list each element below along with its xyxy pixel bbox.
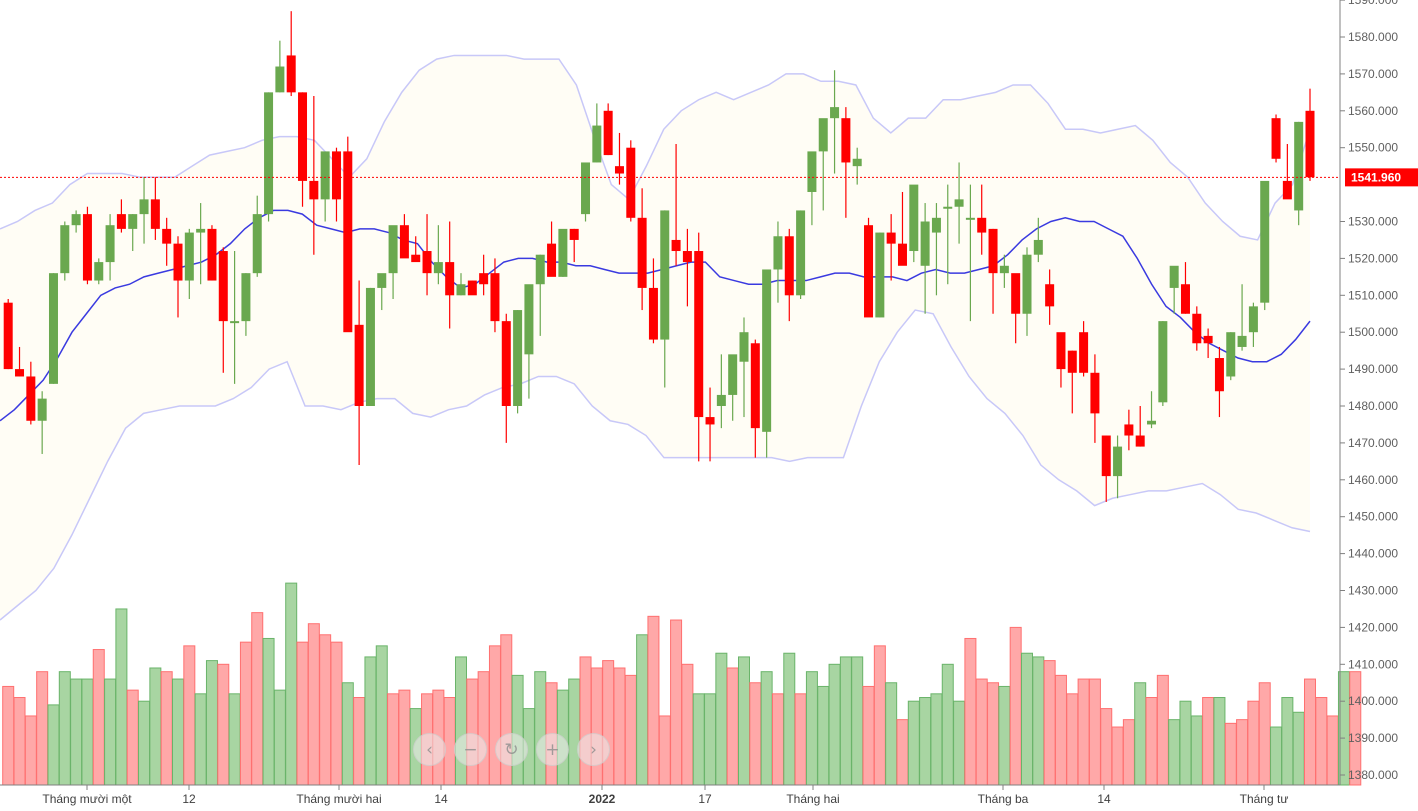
pan-left-button[interactable]: ‹: [413, 733, 446, 766]
svg-text:1580.000: 1580.000: [1348, 30, 1398, 44]
svg-text:Tháng hai: Tháng hai: [786, 792, 839, 806]
svg-text:Tháng tư: Tháng tư: [1240, 792, 1289, 806]
svg-text:1550.000: 1550.000: [1348, 141, 1398, 155]
svg-text:1510.000: 1510.000: [1348, 288, 1398, 302]
svg-text:1541.960: 1541.960: [1351, 170, 1401, 184]
svg-text:1590.000: 1590.000: [1348, 0, 1398, 7]
reset-button[interactable]: ↻: [495, 733, 528, 766]
svg-text:1450.000: 1450.000: [1348, 510, 1398, 524]
svg-text:17: 17: [698, 792, 712, 806]
svg-text:Tháng mười hai: Tháng mười hai: [296, 792, 381, 806]
svg-text:1490.000: 1490.000: [1348, 362, 1398, 376]
svg-text:1560.000: 1560.000: [1348, 104, 1398, 118]
svg-text:1410.000: 1410.000: [1348, 657, 1398, 671]
svg-text:Tháng mười một: Tháng mười một: [42, 792, 132, 806]
zoom-out-button[interactable]: −: [454, 733, 487, 766]
svg-text:1440.000: 1440.000: [1348, 547, 1398, 561]
svg-text:1430.000: 1430.000: [1348, 584, 1398, 598]
svg-text:1570.000: 1570.000: [1348, 67, 1398, 81]
svg-text:1390.000: 1390.000: [1348, 731, 1398, 745]
chevron-left-icon: ‹: [426, 739, 433, 760]
minus-icon: −: [463, 739, 478, 760]
svg-text:1520.000: 1520.000: [1348, 251, 1398, 265]
svg-text:2022: 2022: [589, 792, 616, 806]
volume-bars: [2, 582, 1362, 786]
pan-right-button[interactable]: ›: [577, 733, 610, 766]
svg-text:1480.000: 1480.000: [1348, 399, 1398, 413]
chart-navigation: ‹ − ↻ + ›: [413, 733, 610, 766]
refresh-icon: ↻: [504, 739, 519, 760]
zoom-in-button[interactable]: +: [536, 733, 569, 766]
candles: [3, 11, 1315, 502]
svg-text:1530.000: 1530.000: [1348, 215, 1398, 229]
svg-text:1400.000: 1400.000: [1348, 694, 1398, 708]
plus-icon: +: [545, 739, 560, 760]
moving-average-line: [0, 209, 1311, 422]
svg-text:1380.000: 1380.000: [1348, 768, 1398, 782]
svg-text:1420.000: 1420.000: [1348, 620, 1398, 634]
svg-text:1460.000: 1460.000: [1348, 473, 1398, 487]
svg-text:1500.000: 1500.000: [1348, 325, 1398, 339]
svg-text:14: 14: [434, 792, 448, 806]
chevron-right-icon: ›: [590, 739, 597, 760]
svg-text:Tháng ba: Tháng ba: [978, 792, 1029, 806]
svg-text:1470.000: 1470.000: [1348, 436, 1398, 450]
svg-text:14: 14: [1097, 792, 1111, 806]
svg-text:12: 12: [182, 792, 196, 806]
